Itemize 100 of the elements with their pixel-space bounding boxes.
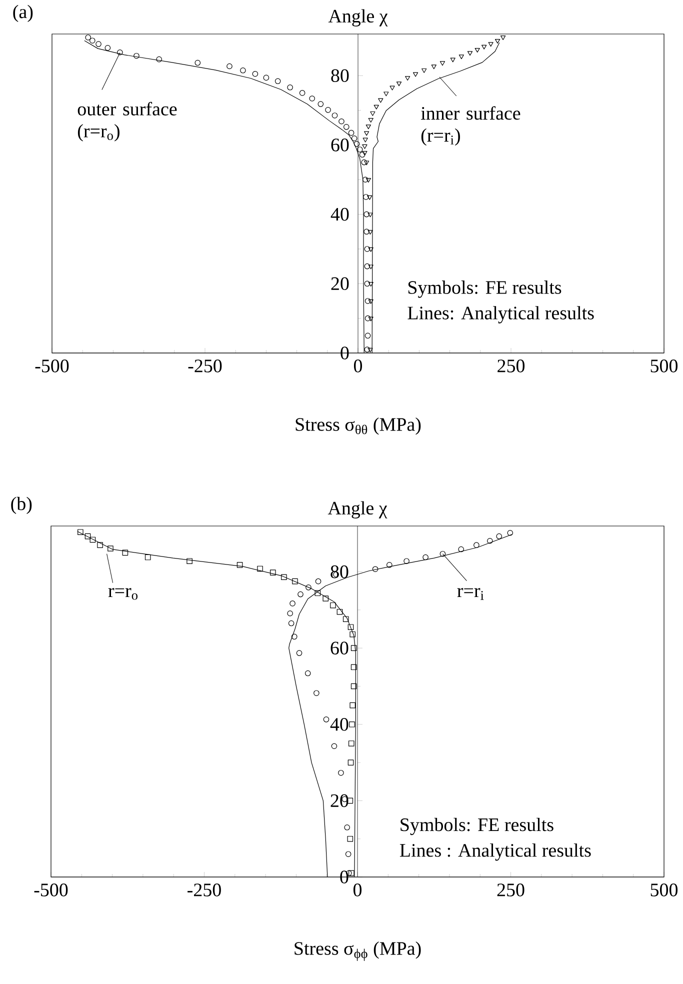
point xyxy=(343,124,350,130)
chart-title: (b) xyxy=(11,496,32,514)
point xyxy=(364,346,370,352)
point xyxy=(309,96,315,102)
point xyxy=(350,631,356,638)
point xyxy=(364,131,370,136)
point xyxy=(422,68,427,73)
point xyxy=(431,64,436,70)
point xyxy=(364,315,371,322)
annotation: r=r$_{o}$ xyxy=(108,588,138,600)
point xyxy=(458,546,464,552)
point xyxy=(363,194,369,200)
point xyxy=(361,159,368,166)
point xyxy=(314,690,320,696)
point xyxy=(84,533,91,540)
point xyxy=(134,52,140,59)
point xyxy=(396,82,402,86)
point xyxy=(390,86,395,90)
point xyxy=(348,624,354,630)
point xyxy=(342,616,349,622)
annotation: outer surface (r=r$_{o}$) xyxy=(78,102,177,142)
x-tick-label: -250 xyxy=(188,360,222,372)
point xyxy=(384,92,389,96)
point xyxy=(372,566,378,572)
y-tick-label: 80 xyxy=(330,565,348,578)
point xyxy=(374,104,379,110)
point xyxy=(338,770,344,776)
point xyxy=(368,247,374,252)
x-tick-label: -250 xyxy=(188,884,221,896)
y-tick-label: 20 xyxy=(330,794,348,808)
point xyxy=(350,645,357,651)
point xyxy=(378,98,384,103)
point xyxy=(351,135,358,142)
x-tick-label: 250 xyxy=(497,884,524,896)
point xyxy=(331,743,338,750)
point xyxy=(291,634,298,640)
annotation: Symbols: FE results xyxy=(400,818,554,836)
point xyxy=(97,542,103,548)
point xyxy=(78,529,84,536)
point xyxy=(362,176,368,183)
point xyxy=(89,38,96,44)
point xyxy=(104,44,111,51)
point xyxy=(322,596,329,602)
point xyxy=(405,76,410,81)
point xyxy=(368,282,374,287)
annotation: Lines: Analytical results xyxy=(408,306,594,324)
point xyxy=(487,538,493,544)
point xyxy=(350,702,356,708)
point xyxy=(488,42,494,47)
point xyxy=(348,130,354,136)
point xyxy=(240,68,246,74)
point xyxy=(350,683,357,690)
point xyxy=(348,870,354,876)
point xyxy=(362,138,368,142)
point xyxy=(364,211,370,218)
point xyxy=(458,54,464,60)
point xyxy=(386,562,392,568)
point xyxy=(194,60,201,66)
point xyxy=(314,590,321,596)
point xyxy=(482,44,487,50)
point xyxy=(440,61,446,66)
y-tick-label: 40 xyxy=(330,208,349,221)
x-tick-label: 500 xyxy=(650,884,678,896)
point xyxy=(330,602,336,608)
point xyxy=(367,195,372,200)
y-tick-label: 60 xyxy=(331,138,349,152)
point xyxy=(318,101,324,107)
point xyxy=(368,316,374,322)
point xyxy=(108,546,114,552)
chart-title: (a) xyxy=(13,4,33,22)
point xyxy=(368,264,374,270)
point xyxy=(270,570,276,576)
point xyxy=(117,49,123,56)
point xyxy=(274,78,281,84)
point xyxy=(298,591,304,598)
x-axis-title: Stress σ$_{θθ}$ (MPa) xyxy=(296,418,421,435)
point xyxy=(422,554,428,560)
point xyxy=(296,650,302,656)
point xyxy=(368,299,374,304)
annotation: Lines : Analytical results xyxy=(400,843,591,861)
point xyxy=(440,550,446,557)
point xyxy=(467,51,473,56)
x-axis-title: Stress σ$_{ϕϕ}$ (MPa) xyxy=(294,942,421,961)
point xyxy=(348,740,354,746)
point xyxy=(85,34,92,40)
point xyxy=(348,760,354,766)
point xyxy=(450,58,456,62)
x-tick-label: -500 xyxy=(34,884,68,896)
point xyxy=(354,141,360,147)
point xyxy=(366,124,371,130)
point xyxy=(323,716,330,722)
x-tick-label: -500 xyxy=(35,360,69,372)
point xyxy=(344,824,350,830)
point xyxy=(226,63,232,70)
annotation: Symbols: FE results xyxy=(408,280,562,298)
y-axis-title: Angle χ xyxy=(328,501,388,518)
annotation: r=r$_{i}$ xyxy=(457,588,484,600)
point xyxy=(122,550,128,556)
point xyxy=(290,600,296,606)
point xyxy=(364,228,370,235)
